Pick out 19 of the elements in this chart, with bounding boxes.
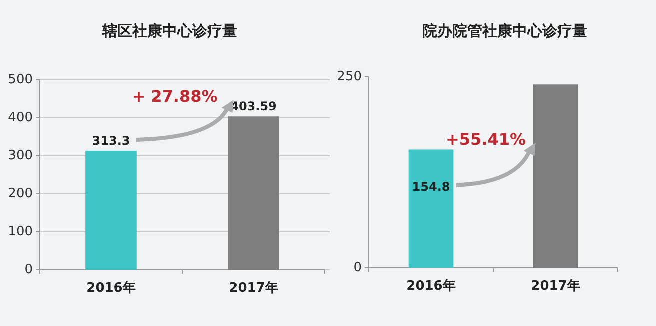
y-tick-label: 250 <box>337 70 362 84</box>
x-tick-label: 2017年 <box>531 279 580 294</box>
data-label: 154.8 <box>412 180 450 194</box>
y-tick-label: 0 <box>354 260 362 276</box>
data-label: 313.3 <box>92 134 130 148</box>
y-tick-label: 300 <box>8 148 33 164</box>
y-tick-label: 500 <box>8 72 33 88</box>
x-tick-label: 2017年 <box>229 281 278 296</box>
annotation: +55.41% <box>446 130 526 149</box>
data-label: 403.59 <box>230 100 277 114</box>
y-tick-label: 100 <box>8 224 33 240</box>
x-tick-label: 2016年 <box>406 279 456 294</box>
annotation: + 27.88% <box>132 87 218 106</box>
chart-title: 院办院管社康中心诊疗量 <box>422 22 588 40</box>
y-tick-label: 400 <box>8 110 33 126</box>
y-tick-label: 200 <box>8 186 33 202</box>
x-tick-label: 2016年 <box>86 281 136 296</box>
chart-title: 辖区社康中心诊疗量 <box>102 22 238 40</box>
y-tick-label: 0 <box>24 262 33 278</box>
